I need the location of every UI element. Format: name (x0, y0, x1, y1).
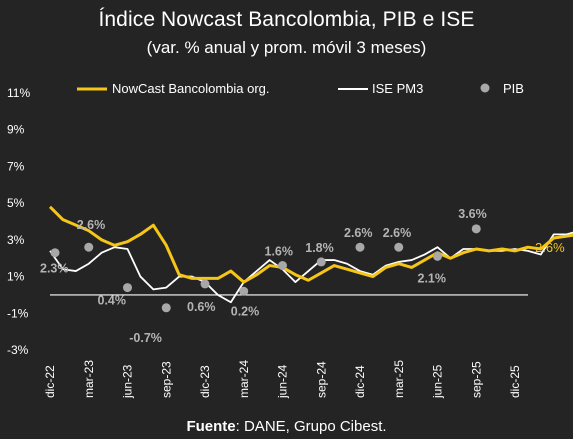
pib-data-label: 2.6% (77, 218, 106, 232)
pib-point (239, 286, 249, 296)
pib-data-label: 2.6% (344, 226, 373, 240)
x-tick-label: sep-24 (314, 361, 328, 398)
pib-data-label: 2.6% (383, 226, 412, 240)
pib-point (200, 279, 210, 289)
legend-nowcast-label: NowCast Bancolombia org. (112, 81, 270, 96)
pib-point (84, 242, 94, 252)
pib-point (161, 303, 171, 313)
pib-point (123, 283, 132, 293)
x-tick-label: sep-23 (159, 361, 173, 398)
y-tick-label: -1% (7, 306, 29, 320)
pib-data-label: 0.4% (98, 294, 127, 308)
x-tick-label: jun-23 (121, 364, 135, 399)
pib-point (355, 242, 365, 252)
source-label: Fuente (186, 418, 236, 435)
y-tick-label: 9% (7, 123, 25, 137)
pib-point (433, 251, 442, 261)
x-tick-label: jun-25 (431, 364, 445, 399)
x-tick-label: dic-25 (508, 365, 522, 398)
nowcast-series-line (48, 205, 573, 284)
x-tick-label: mar-23 (82, 360, 96, 398)
y-tick-label: -3% (7, 343, 29, 357)
legend-pib-swatch (480, 83, 490, 93)
pib-data-label: 2.1% (418, 271, 447, 285)
pib-data-label: -0.7% (129, 331, 162, 345)
pib-data-label: 1.6% (265, 245, 294, 259)
y-tick-label: 7% (7, 159, 25, 173)
pib-data-label: 1.8% (305, 241, 334, 255)
x-tick-label: mar-25 (392, 360, 406, 398)
pib-data-label: 3.6% (458, 207, 487, 221)
ise-series-line (49, 231, 573, 304)
pib-point (278, 261, 287, 271)
x-tick-label: mar-24 (237, 360, 251, 398)
x-tick-label: sep-25 (469, 361, 483, 398)
x-tick-label: dic-22 (43, 365, 57, 398)
x-tick-label: dic-24 (353, 365, 367, 398)
pib-data-label: 0.2% (231, 304, 260, 318)
legend-pib-label: PIB (503, 81, 524, 96)
y-tick-label: 11% (7, 86, 30, 100)
legend-ise-label: ISE PM3 (372, 81, 423, 96)
pib-point (471, 224, 481, 234)
source-text: : DANE, Grupo Cibest. (235, 418, 387, 435)
pib-data-label: 2.3% (40, 262, 69, 276)
chart-subtitle: (var. % anual y prom. móvil 3 meses) (146, 38, 427, 57)
pib-point (316, 257, 326, 267)
y-tick-label: 1% (7, 270, 25, 284)
pib-point (50, 248, 60, 258)
x-tick-label: jun-24 (276, 364, 290, 399)
x-tick-label: dic-23 (198, 365, 212, 398)
source-note: Fuente: DANE, Grupo Cibest. (0, 418, 573, 435)
y-tick-label: 5% (7, 196, 25, 210)
y-tick-label: 3% (7, 233, 25, 247)
pib-point (394, 242, 404, 252)
last-value-label: 2.6% (535, 240, 565, 255)
pib-data-label: 0.6% (187, 300, 216, 314)
chart-title: Índice Nowcast Bancolombia, PIB e ISE (98, 8, 475, 31)
